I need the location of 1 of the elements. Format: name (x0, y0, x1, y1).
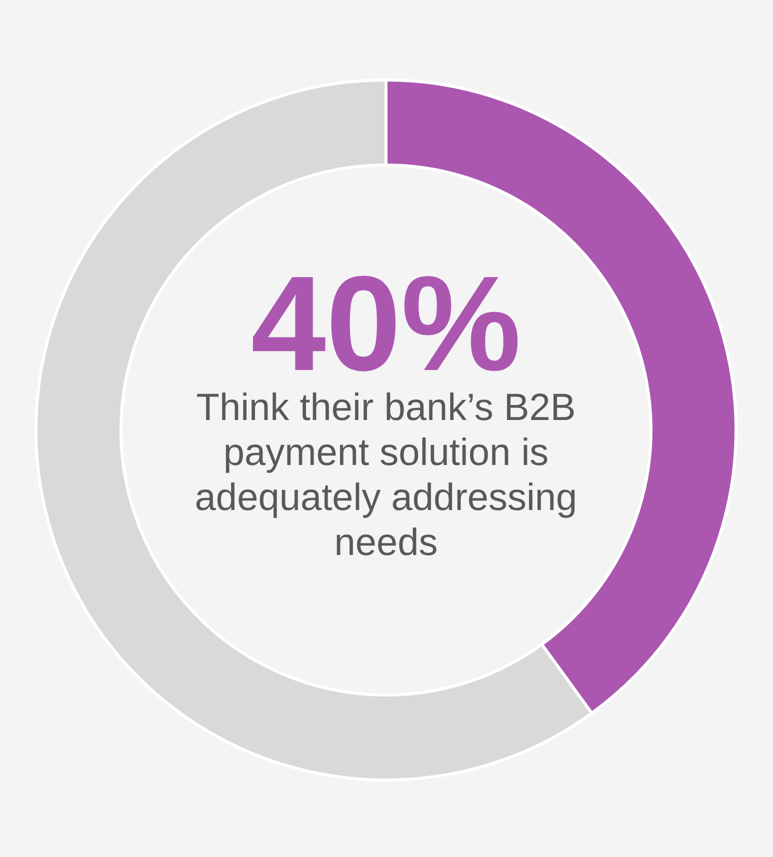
text: Think their bank’s B2B payment solution is adequately addressing needs (194, 387, 578, 564)
